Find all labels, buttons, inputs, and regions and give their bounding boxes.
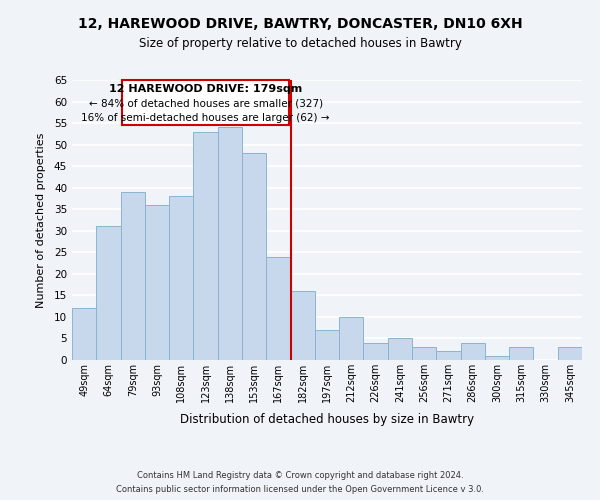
- Text: Size of property relative to detached houses in Bawtry: Size of property relative to detached ho…: [139, 38, 461, 51]
- X-axis label: Distribution of detached houses by size in Bawtry: Distribution of detached houses by size …: [180, 414, 474, 426]
- Bar: [558, 347, 582, 360]
- Bar: [509, 347, 533, 360]
- Bar: [461, 343, 485, 360]
- Bar: [315, 330, 339, 360]
- Bar: [121, 192, 145, 360]
- Y-axis label: Number of detached properties: Number of detached properties: [35, 132, 46, 308]
- Bar: [72, 308, 96, 360]
- Bar: [412, 347, 436, 360]
- Text: ← 84% of detached houses are smaller (327): ← 84% of detached houses are smaller (32…: [89, 98, 323, 108]
- Bar: [96, 226, 121, 360]
- Text: 16% of semi-detached houses are larger (62) →: 16% of semi-detached houses are larger (…: [82, 113, 330, 123]
- Text: Contains public sector information licensed under the Open Government Licence v : Contains public sector information licen…: [116, 484, 484, 494]
- Bar: [485, 356, 509, 360]
- Text: 12 HAREWOOD DRIVE: 179sqm: 12 HAREWOOD DRIVE: 179sqm: [109, 84, 302, 94]
- Text: 12, HAREWOOD DRIVE, BAWTRY, DONCASTER, DN10 6XH: 12, HAREWOOD DRIVE, BAWTRY, DONCASTER, D…: [77, 18, 523, 32]
- Bar: [290, 291, 315, 360]
- Bar: [145, 205, 169, 360]
- Bar: [388, 338, 412, 360]
- Bar: [193, 132, 218, 360]
- FancyBboxPatch shape: [122, 80, 289, 125]
- Bar: [436, 352, 461, 360]
- Bar: [364, 343, 388, 360]
- Bar: [169, 196, 193, 360]
- Bar: [339, 317, 364, 360]
- Bar: [242, 153, 266, 360]
- Bar: [266, 256, 290, 360]
- Text: Contains HM Land Registry data © Crown copyright and database right 2024.: Contains HM Land Registry data © Crown c…: [137, 472, 463, 480]
- Bar: [218, 128, 242, 360]
